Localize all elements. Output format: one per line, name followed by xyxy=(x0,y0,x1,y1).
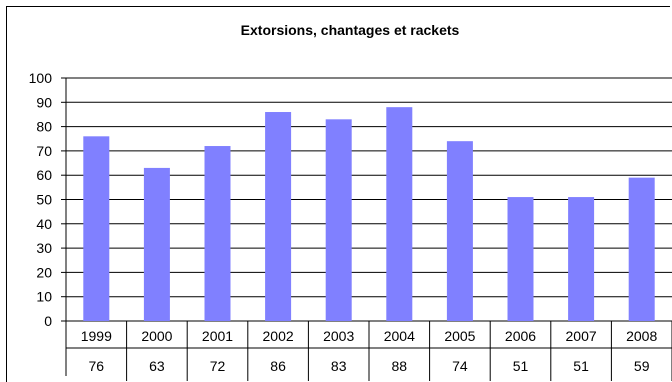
y-tick-label: 20 xyxy=(36,264,52,280)
bar xyxy=(83,136,110,321)
y-tick-label: 90 xyxy=(36,94,52,110)
bar xyxy=(386,107,413,321)
bar xyxy=(628,177,655,321)
category-label: 2000 xyxy=(141,328,172,344)
category-label: 2003 xyxy=(323,328,354,344)
data-table-value: 76 xyxy=(89,358,105,374)
data-table-value: 72 xyxy=(210,358,226,374)
category-label: 2002 xyxy=(263,328,294,344)
y-tick-label: 80 xyxy=(36,119,52,135)
y-tick-label: 50 xyxy=(36,192,52,208)
y-tick-label: 30 xyxy=(36,240,52,256)
data-table-value: 63 xyxy=(149,358,165,374)
category-label: 2008 xyxy=(626,328,657,344)
bar xyxy=(325,119,352,321)
y-tick-label: 10 xyxy=(36,289,52,305)
y-tick-label: 70 xyxy=(36,143,52,159)
data-table-value: 59 xyxy=(634,358,650,374)
data-table-value: 51 xyxy=(513,358,529,374)
data-table-value: 51 xyxy=(573,358,589,374)
y-tick-label: 100 xyxy=(29,70,53,86)
chart-title: Extorsions, chantages et rackets xyxy=(240,22,460,38)
category-label: 2001 xyxy=(202,328,233,344)
data-table-value: 83 xyxy=(331,358,347,374)
bar xyxy=(265,112,292,322)
bar xyxy=(507,197,534,321)
data-table-value: 86 xyxy=(270,358,286,374)
y-tick-label: 40 xyxy=(36,216,52,232)
category-label: 2005 xyxy=(444,328,475,344)
bar xyxy=(568,197,595,321)
category-label: 2007 xyxy=(566,328,597,344)
y-tick-label: 60 xyxy=(36,167,52,183)
category-label: 1999 xyxy=(81,328,112,344)
y-tick-label: 0 xyxy=(44,313,52,329)
bar xyxy=(204,146,231,321)
category-label: 2004 xyxy=(384,328,415,344)
bar xyxy=(143,167,170,321)
data-table-value: 74 xyxy=(452,358,468,374)
bar xyxy=(446,141,473,321)
chart-frame xyxy=(6,6,670,382)
category-label: 2006 xyxy=(505,328,536,344)
data-table-value: 88 xyxy=(392,358,408,374)
